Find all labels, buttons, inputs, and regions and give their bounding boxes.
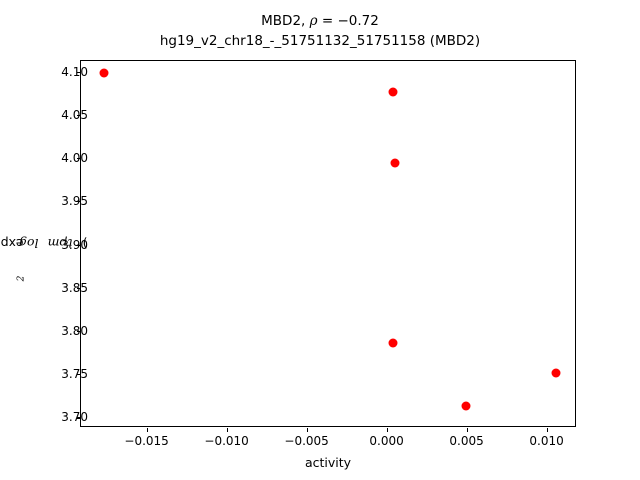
- scatter-point: [390, 158, 400, 168]
- x-axis-tick-label: −0.010: [204, 434, 249, 448]
- plot-axes-frame: −0.015 −0.010 −0.005 0.000 0.005 0.010 3…: [61, 60, 576, 448]
- y-axis-tick: [77, 244, 81, 246]
- y-axis-tick-label: 4.00: [61, 151, 88, 166]
- y-axis-tick: [77, 417, 81, 419]
- chart-title-line-1: MBD2, ρ = −0.72: [261, 13, 379, 29]
- y-axis-tick-label: 3.90: [61, 237, 88, 252]
- y-axis-tick: [77, 71, 81, 73]
- y-axis-label-suffix: ): [82, 236, 87, 251]
- x-axis-tick-label: −0.005: [284, 434, 329, 448]
- y-axis-tick-label: 3.95: [61, 194, 88, 209]
- x-axis-tick: [466, 428, 468, 432]
- x-axis-tick: [386, 428, 388, 432]
- scatter-point: [461, 401, 471, 411]
- y-axis-tick-label: 3.70: [61, 410, 88, 425]
- scatter-point: [551, 368, 561, 378]
- y-axis-tick-label: 3.80: [61, 323, 88, 338]
- chart-title-line-2: hg19_v2_chr18_-_51751132_51751158 (MBD2): [159, 33, 481, 49]
- y-axis-tick: [77, 330, 81, 333]
- y-axis-tick-label: 4.05: [61, 107, 88, 122]
- x-axis-tick: [546, 428, 548, 432]
- chart-title-block: MBD2, ρ = −0.72 hg19_v2_chr18_-_51751132…: [0, 11, 640, 51]
- x-axis-tick-label: 0.010: [529, 434, 564, 448]
- scatter-point: [99, 68, 109, 78]
- y-axis-tick-label: 4.10: [61, 64, 88, 79]
- y-axis-tick-label: 3.75: [61, 367, 88, 382]
- x-axis-tick-label: 0.005: [449, 434, 484, 448]
- scatter-point: [388, 338, 398, 348]
- y-axis-label-subscript: 2: [16, 275, 27, 282]
- plot-data-area: −0.015 −0.010 −0.005 0.000 0.005 0.010 3…: [61, 61, 575, 448]
- title-rho-symbol: ρ: [309, 13, 318, 29]
- x-axis-tick-label: 0.000: [369, 434, 404, 448]
- x-axis-tick: [146, 428, 148, 432]
- x-axis-tick: [226, 428, 228, 432]
- y-axis-tick: [77, 158, 81, 160]
- y-axis-tick: [77, 114, 81, 116]
- title-gene-name: MBD2: [261, 13, 302, 29]
- scatter-point: [388, 87, 398, 97]
- x-axis-tick-label: −0.015: [124, 434, 169, 448]
- y-axis-tick: [77, 374, 81, 376]
- x-axis-label: activity: [304, 455, 352, 470]
- y-axis-tick: [77, 287, 81, 289]
- y-axis-tick-label: 3.85: [61, 280, 88, 295]
- x-axis-tick: [306, 428, 308, 432]
- y-axis-tick: [77, 201, 81, 203]
